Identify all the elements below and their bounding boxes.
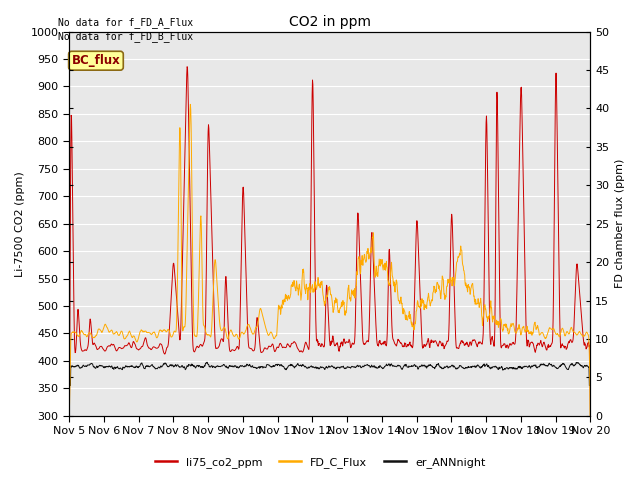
Y-axis label: FD chamber flux (ppm): FD chamber flux (ppm) <box>615 159 625 288</box>
Text: No data for f_FD_B_Flux: No data for f_FD_B_Flux <box>58 31 193 42</box>
Text: No data for f_FD_A_Flux: No data for f_FD_A_Flux <box>58 17 193 28</box>
Title: CO2 in ppm: CO2 in ppm <box>289 15 371 29</box>
Legend: li75_co2_ppm, FD_C_Flux, er_ANNnight: li75_co2_ppm, FD_C_Flux, er_ANNnight <box>150 452 490 472</box>
Text: BC_flux: BC_flux <box>72 54 120 67</box>
Y-axis label: Li-7500 CO2 (ppm): Li-7500 CO2 (ppm) <box>15 171 25 276</box>
